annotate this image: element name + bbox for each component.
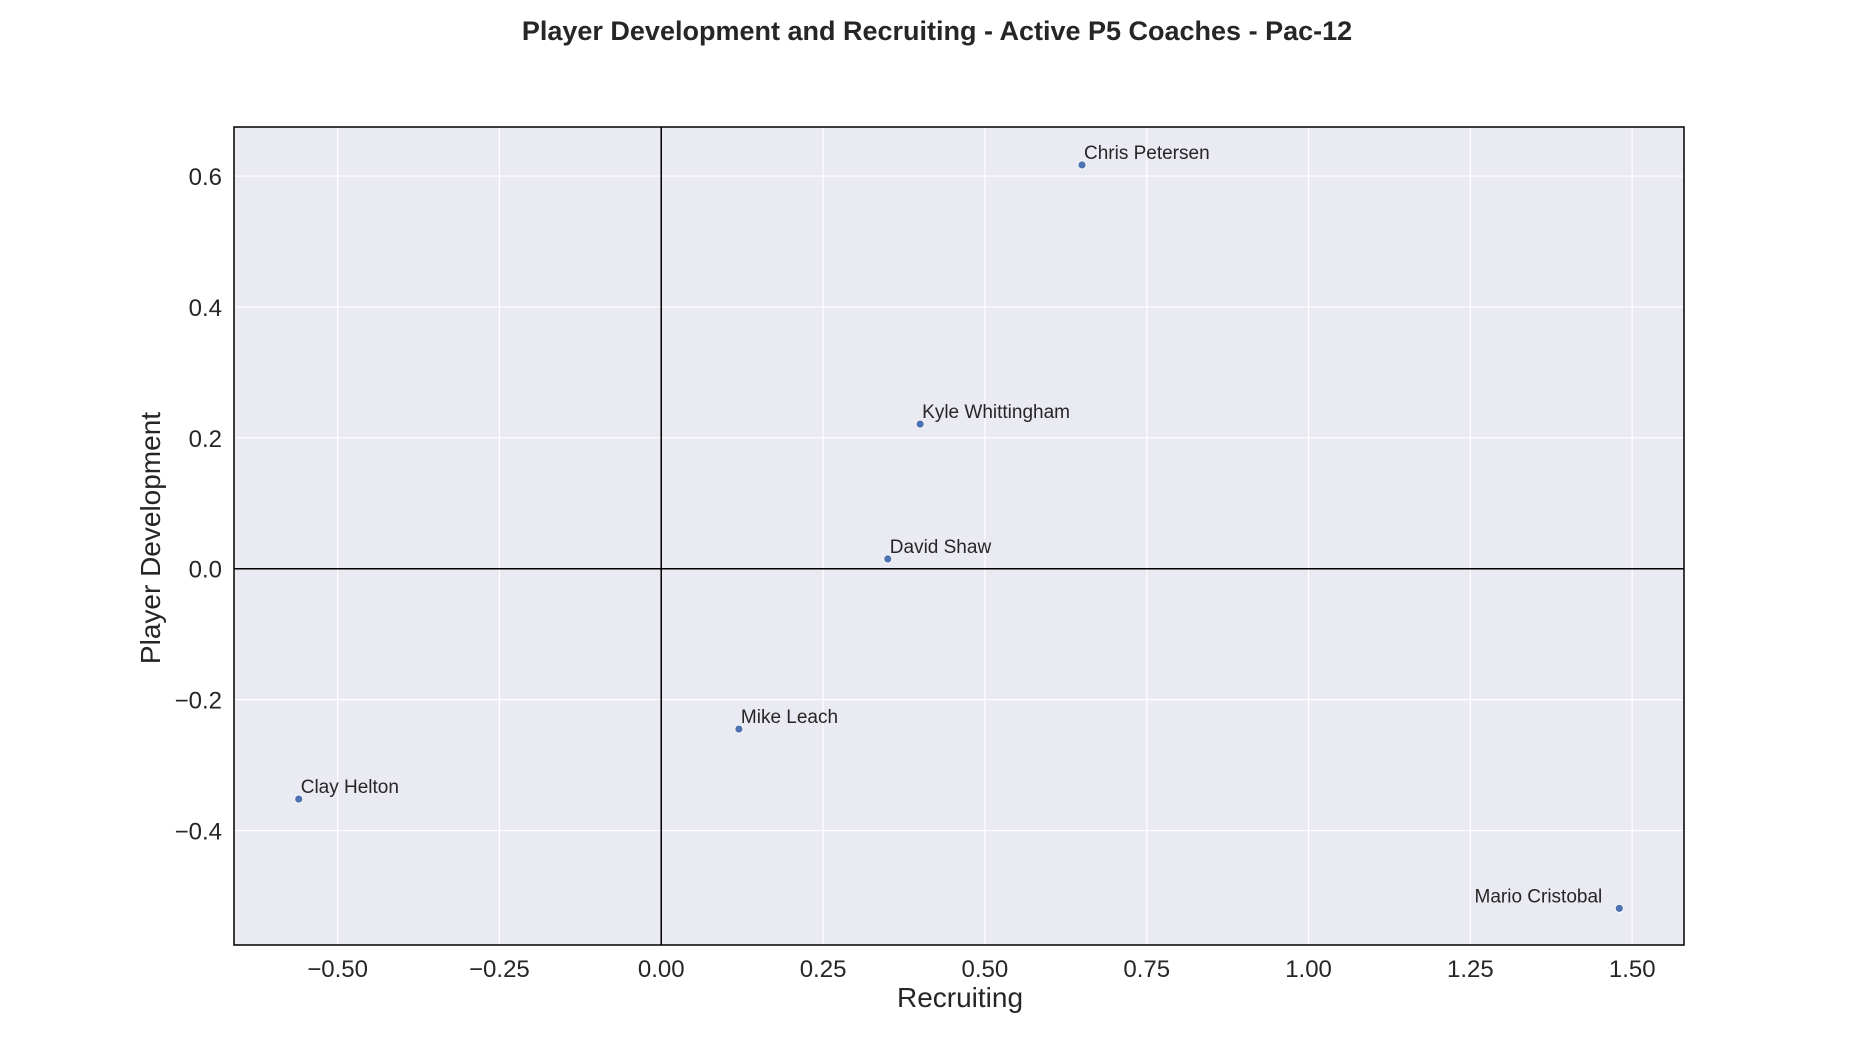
data-point [294,794,304,804]
plot-frame [233,126,1685,946]
point-label: Chris Petersen [1084,143,1210,164]
data-point [734,724,744,734]
x-tick-label: −0.50 [307,956,368,983]
point-label: Clay Helton [301,777,399,798]
data-point [1077,160,1087,170]
y-tick-label: 0.0 [189,557,222,584]
x-tick-label: 0.75 [1123,956,1170,983]
x-tick-label: 0.50 [962,956,1009,983]
x-tick-label: 1.00 [1285,956,1332,983]
point-label: Kyle Whittingham [922,402,1070,423]
chart-title: Player Development and Recruiting - Acti… [522,16,1352,46]
point-label: Mario Cristobal [1475,886,1603,907]
data-point [915,419,925,429]
x-tick-label: −0.25 [469,956,530,983]
data-points: Chris Petersen Kyle Whittingham David Shaw… [294,143,1624,913]
y-tick-label: 0.2 [189,426,222,453]
x-tick-label: 0.00 [638,956,685,983]
reference-lines [234,127,1684,945]
y-tick-label: −0.2 [175,688,222,715]
y-axis-label: Player Development [135,412,166,664]
x-tick-label: 1.50 [1609,956,1656,983]
point-label: David Shaw [890,537,992,558]
y-axis-ticks: 0.6 0.4 0.2 0.0 −0.2 −0.4 [175,164,222,845]
point-label: Mike Leach [741,707,838,728]
data-point [883,554,893,564]
y-tick-label: 0.4 [189,295,222,322]
plot-area [234,127,1684,945]
x-tick-label: 0.25 [800,956,847,983]
y-tick-label: 0.6 [189,164,222,191]
x-axis-label: Recruiting [897,982,1023,1013]
data-point [1614,903,1624,913]
x-tick-label: 1.25 [1447,956,1494,983]
x-axis-ticks: −0.50 −0.25 0.00 0.25 0.50 0.75 1.00 1.25 1.50 [307,956,1655,983]
y-tick-label: −0.4 [175,818,222,845]
